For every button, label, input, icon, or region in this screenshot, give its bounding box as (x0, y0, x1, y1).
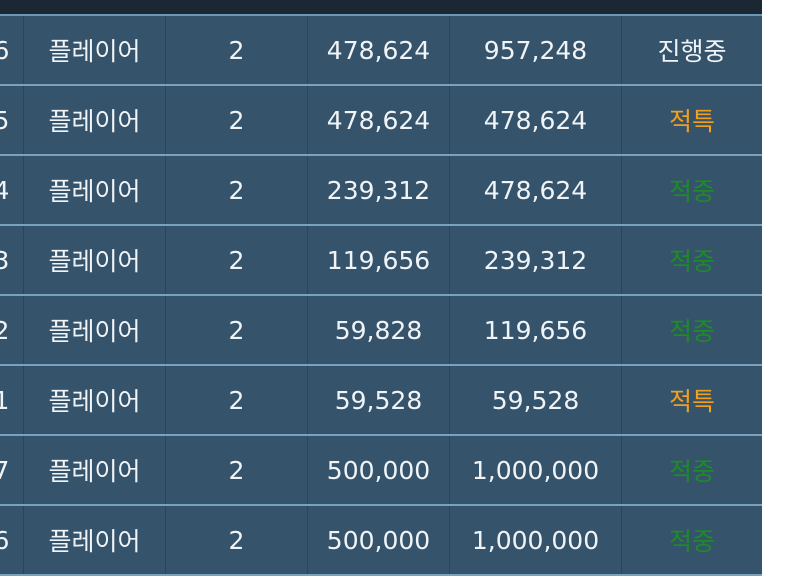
status-badge: 진행중 (657, 37, 727, 66)
bet-side: 플레이어 (24, 16, 166, 84)
row-number: 6 (0, 16, 24, 84)
bet-side: 플레이어 (24, 296, 166, 364)
status-badge: 적중 (668, 317, 715, 346)
bet-side: 플레이어 (24, 436, 166, 504)
count: 2 (166, 436, 308, 504)
bet-amount: 500,000 (308, 436, 450, 504)
status-badge: 적중 (668, 527, 715, 556)
payout-amount: 59,528 (450, 366, 622, 434)
status-badge: 적특 (668, 387, 715, 416)
bet-side: 플레이어 (24, 366, 166, 434)
payout-amount: 239,312 (450, 226, 622, 294)
table-row: 4 플레이어 2 239,312 478,624 적중 (0, 156, 762, 226)
table-row: 6 플레이어 2 478,624 957,248 진행중 (0, 16, 762, 86)
status-badge: 적중 (668, 457, 715, 486)
row-number: 2 (0, 296, 24, 364)
payout-amount: 957,248 (450, 16, 622, 84)
row-number: 6 (0, 506, 24, 574)
row-number: 5 (0, 86, 24, 154)
table-header (0, 0, 762, 16)
row-number: 7 (0, 436, 24, 504)
payout-amount: 478,624 (450, 86, 622, 154)
count: 2 (166, 366, 308, 434)
count: 2 (166, 86, 308, 154)
table-row: 1 플레이어 2 59,528 59,528 적특 (0, 366, 762, 436)
table-row: 2 플레이어 2 59,828 119,656 적중 (0, 296, 762, 366)
count: 2 (166, 296, 308, 364)
bet-side: 플레이어 (24, 156, 166, 224)
table-row: 7 플레이어 2 500,000 1,000,000 적중 (0, 436, 762, 506)
bet-amount: 239,312 (308, 156, 450, 224)
count: 2 (166, 16, 308, 84)
bet-side: 플레이어 (24, 86, 166, 154)
bet-amount: 59,828 (308, 296, 450, 364)
payout-amount: 119,656 (450, 296, 622, 364)
bet-amount: 478,624 (308, 86, 450, 154)
row-number: 1 (0, 366, 24, 434)
bet-amount: 119,656 (308, 226, 450, 294)
row-number: 4 (0, 156, 24, 224)
count: 2 (166, 226, 308, 294)
payout-amount: 1,000,000 (450, 436, 622, 504)
bet-side: 플레이어 (24, 506, 166, 574)
table-row: 3 플레이어 2 119,656 239,312 적중 (0, 226, 762, 296)
payout-amount: 478,624 (450, 156, 622, 224)
bet-history-table: 6 플레이어 2 478,624 957,248 진행중 5 플레이어 2 478,624 478,… (0, 0, 762, 576)
row-number: 3 (0, 226, 24, 294)
count: 2 (166, 156, 308, 224)
status-badge: 적중 (668, 177, 715, 206)
status-badge: 적특 (668, 107, 715, 136)
bet-amount: 478,624 (308, 16, 450, 84)
payout-amount: 1,000,000 (450, 506, 622, 574)
status-badge: 적중 (668, 247, 715, 276)
table-row: 6 플레이어 2 500,000 1,000,000 적중 (0, 506, 762, 576)
bet-side: 플레이어 (24, 226, 166, 294)
table-row: 5 플레이어 2 478,624 478,624 적특 (0, 86, 762, 156)
count: 2 (166, 506, 308, 574)
bet-amount: 59,528 (308, 366, 450, 434)
bet-amount: 500,000 (308, 506, 450, 574)
